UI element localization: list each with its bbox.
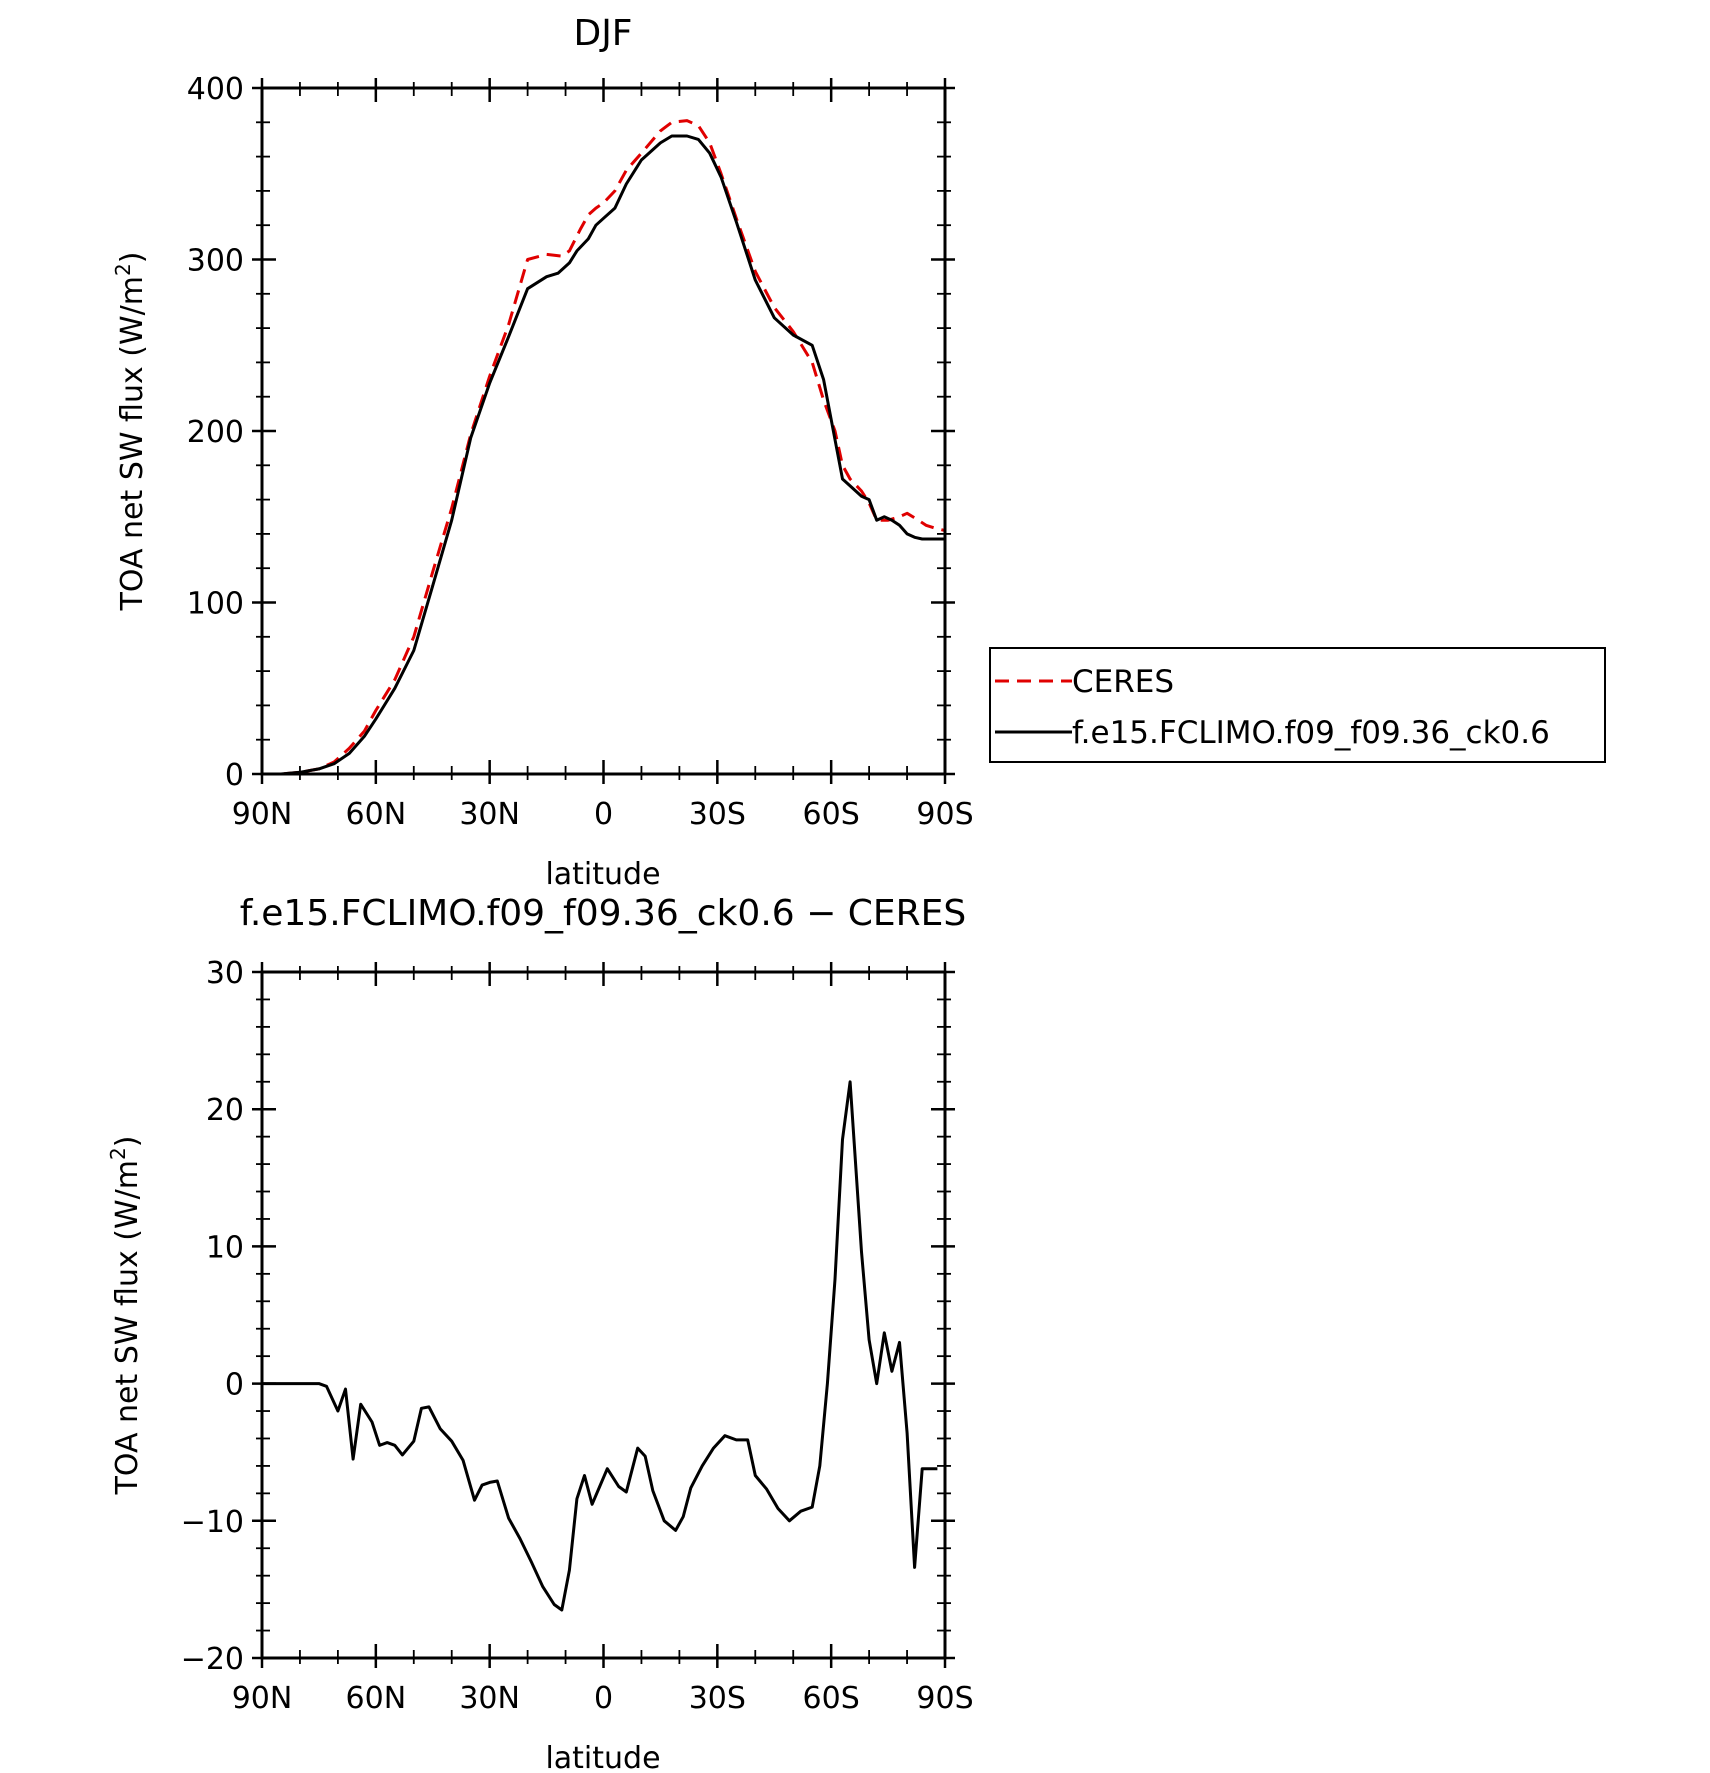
top-y-axis-title-main: TOA net SW flux (W/m — [115, 276, 150, 611]
top-x-tick-label: 90N — [232, 797, 293, 832]
top-x-tick-label: 60S — [803, 797, 860, 832]
bottom-y-ticks: −20 −10 0 10 20 30 — [181, 956, 955, 1677]
bottom-x-tick-label: 30N — [459, 1681, 520, 1716]
bottom-axes-frame — [260, 970, 947, 1660]
bottom-series — [262, 1080, 938, 1612]
bottom-x-tick-label: 0 — [594, 1681, 613, 1716]
top-x-tick-label: 30S — [689, 797, 746, 832]
top-y-tick-label: 200 — [187, 415, 244, 450]
bottom-y-axis-title-main: TOA net SW flux (W/m — [110, 1160, 145, 1495]
top-axes-frame — [260, 86, 947, 776]
bottom-x-tick-label: 30S — [689, 1681, 746, 1716]
bottom-y-axis-title: TOA net SW flux (W/m2) — [106, 1136, 145, 1496]
bottom-y-axis-title-sup: 2 — [106, 1147, 130, 1160]
bottom-plot-title: f.e15.FCLIMO.f09_f09.36_ck0.6 − CERES — [240, 893, 966, 934]
bottom-x-tick-label: 60S — [803, 1681, 860, 1716]
legend: CERES f.e15.FCLIMO.f09_f09.36_ck0.6 — [989, 647, 1606, 763]
legend-box — [989, 647, 1606, 763]
top-y-tick-label: 0 — [225, 758, 244, 793]
bottom-series-line-difference — [262, 1080, 938, 1612]
top-y-tick-label: 300 — [187, 244, 244, 279]
bottom-y-axis-title-close: ) — [110, 1136, 145, 1148]
bottom-y-tick-label: 30 — [206, 956, 244, 991]
top-x-tick-label: 60N — [346, 797, 407, 832]
top-y-ticks: 0 100 200 300 400 — [187, 72, 955, 793]
bottom-x-ticks: 90N 60N 30N 0 30S 60S 90S — [232, 962, 974, 1716]
top-series-line-model — [262, 134, 945, 776]
bottom-y-tick-label: 10 — [206, 1230, 244, 1265]
legend-label-ceres: CERES — [1072, 664, 1174, 700]
top-x-tick-label: 90S — [916, 797, 973, 832]
top-plot-title: DJF — [573, 13, 632, 54]
bottom-x-tick-label: 90S — [916, 1681, 973, 1716]
legend-label-model: f.e15.FCLIMO.f09_f09.36_ck0.6 — [1072, 715, 1550, 751]
top-y-axis-title-sup: 2 — [111, 263, 135, 276]
bottom-x-tick-label: 60N — [346, 1681, 407, 1716]
top-x-axis-title: latitude — [545, 857, 660, 892]
bottom-x-tick-label: 90N — [232, 1681, 293, 1716]
top-series — [262, 119, 946, 776]
top-x-tick-label: 0 — [594, 797, 613, 832]
top-panel: DJF 0 100 200 300 400 90N 60N 30N 0 30S 60S 90S la… — [111, 13, 974, 892]
top-x-ticks: 90N 60N 30N 0 30S 60S 90S — [232, 78, 974, 832]
bottom-y-tick-label: 20 — [206, 1093, 244, 1128]
top-y-tick-label: 400 — [187, 72, 244, 107]
bottom-y-tick-label: 0 — [225, 1368, 244, 1403]
bottom-y-tick-label: −10 — [181, 1505, 244, 1540]
top-y-tick-label: 100 — [187, 587, 244, 622]
top-y-axis-title: TOA net SW flux (W/m2) — [111, 252, 150, 612]
bottom-y-tick-label: −20 — [181, 1642, 244, 1677]
bottom-panel: f.e15.FCLIMO.f09_f09.36_ck0.6 − CERES −2… — [106, 893, 974, 1773]
top-x-tick-label: 30N — [459, 797, 520, 832]
bottom-x-axis-title: latitude — [545, 1741, 660, 1773]
top-y-axis-title-close: ) — [115, 252, 150, 264]
